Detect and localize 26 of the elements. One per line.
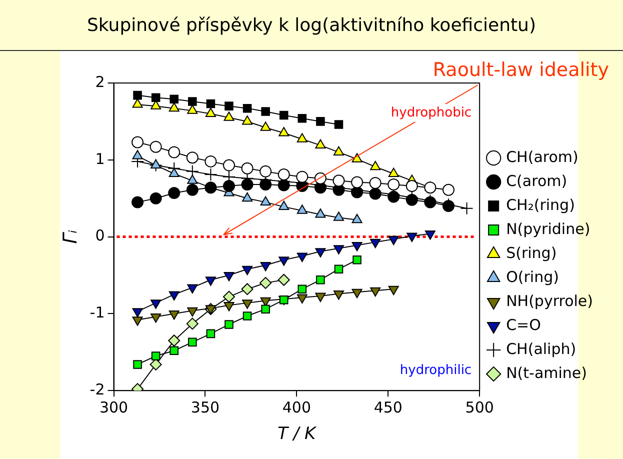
legend-label: CH(arom) <box>506 148 578 166</box>
legend-label: CH₂(ring) <box>506 196 575 214</box>
annotation: Raoult-law ideality <box>432 58 609 81</box>
x-tick-label: 500 <box>465 398 494 416</box>
y-tick-label: 0 <box>95 226 105 245</box>
legend-label: NH(pyrrole) <box>506 292 594 310</box>
x-tick-label: 300 <box>99 398 128 416</box>
y-tick-label: -1 <box>90 304 105 322</box>
legend-label: S(ring) <box>506 244 557 262</box>
chart-title: Skupinové příspěvky k log(aktivitního koeficientu) <box>0 0 623 51</box>
y-tick-label: 1 <box>95 150 105 168</box>
legend-label: N(t-amine) <box>506 364 588 382</box>
x-tick-label: 350 <box>190 398 220 416</box>
y-tick-label: -2 <box>90 380 105 398</box>
y-tick-label: 2 <box>95 72 105 91</box>
legend-label: C=O <box>506 316 541 334</box>
x-tick-label: 400 <box>282 398 311 416</box>
y-axis-title: Γᵢ <box>59 230 82 244</box>
legend-label: O(ring) <box>506 268 559 286</box>
legend-label: CH(aliph) <box>506 340 576 358</box>
legend-label: C(arom) <box>506 172 568 190</box>
annotation: hydrophilic <box>400 362 472 378</box>
x-axis-title: T / K <box>278 424 318 444</box>
annotation: hydrophobic <box>390 105 472 120</box>
x-tick-label: 450 <box>374 398 402 416</box>
legend-label: N(pyridine) <box>506 220 590 238</box>
